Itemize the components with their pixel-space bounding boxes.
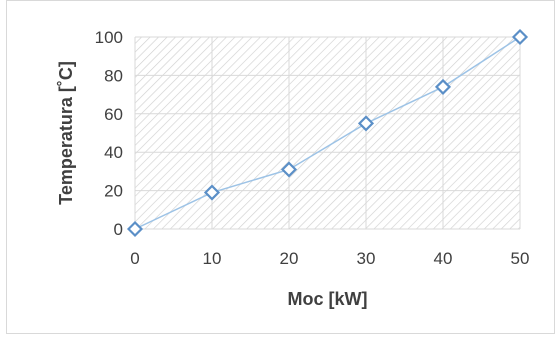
x-tick-label: 20 <box>280 249 299 268</box>
plot-area <box>135 37 520 229</box>
x-tick-labels: 0 10 20 30 40 50 <box>130 249 529 268</box>
series-line <box>134 36 521 230</box>
x-tick-label: 40 <box>434 249 453 268</box>
data-point <box>126 220 144 238</box>
data-point <box>357 115 375 132</box>
y-tick-label: 0 <box>114 220 123 239</box>
data-point <box>280 161 298 178</box>
y-tick-label: 80 <box>104 66 123 85</box>
y-tick-label: 40 <box>104 143 123 162</box>
x-tick-label: 30 <box>357 249 376 268</box>
y-axis-title: Temperatura [˚C] <box>56 61 76 205</box>
data-point <box>434 78 452 95</box>
x-tick-label: 50 <box>511 249 530 268</box>
y-tick-label: 20 <box>104 182 123 201</box>
x-tick-label: 0 <box>130 249 139 268</box>
data-point <box>511 28 529 46</box>
series-group <box>126 28 529 238</box>
gridlines <box>134 36 521 230</box>
data-point <box>203 184 221 201</box>
x-tick-label: 10 <box>203 249 222 268</box>
y-tick-labels: 0 20 40 60 80 100 <box>95 28 123 239</box>
x-axis-title: Moc [kW] <box>288 289 368 309</box>
y-tick-label: 60 <box>104 105 123 124</box>
y-tick-label: 100 <box>95 28 123 47</box>
